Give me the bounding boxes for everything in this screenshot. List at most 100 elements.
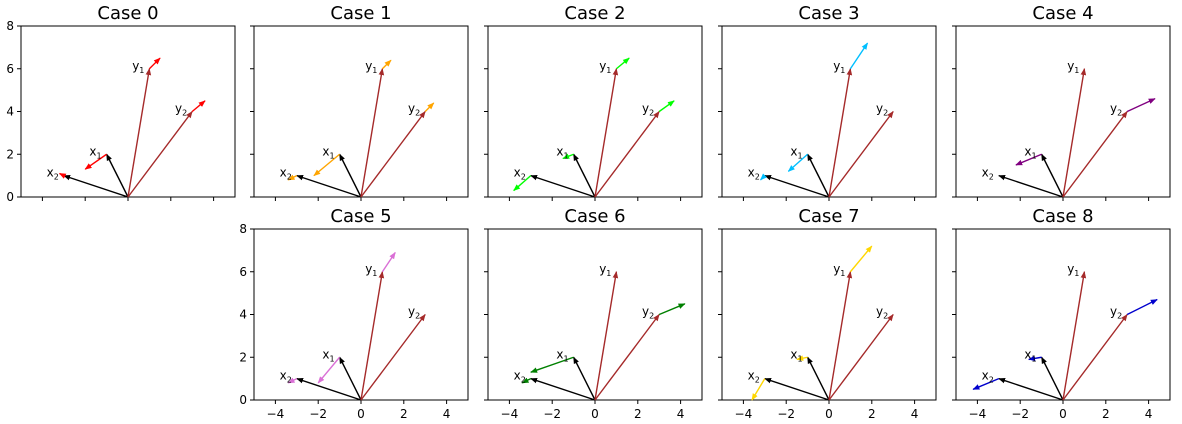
residual-y2	[658, 303, 686, 316]
y-tick-label: 6	[239, 265, 247, 279]
residual-x1	[1015, 153, 1042, 166]
y-tick-label: 4	[6, 105, 14, 119]
vector-x2	[764, 377, 830, 401]
panel-title: Case 5	[330, 206, 391, 227]
panel-case-2: Case 2 x1 x2 y1 y2	[484, 3, 703, 201]
residual-y2	[191, 100, 206, 113]
label-y1: y1	[599, 262, 611, 278]
residual-x2	[513, 175, 532, 192]
residual-y1	[849, 42, 869, 70]
residual-x1	[787, 153, 809, 172]
panel-case-3: Case 3 x1 x2 y1 y2	[718, 3, 937, 201]
label-y1: y1	[1067, 59, 1079, 75]
label-x2: x2	[280, 166, 292, 182]
x-tick-label: −4	[501, 407, 519, 421]
x-tick-label: −2	[1011, 407, 1029, 421]
vector-x2	[530, 174, 596, 198]
vector-y1	[828, 68, 853, 198]
residual-x2	[760, 173, 767, 181]
residual-x1	[317, 356, 341, 384]
vector-y1	[1062, 68, 1087, 198]
residual-x1	[1028, 355, 1042, 362]
vector-x1	[806, 153, 830, 198]
label-x1: x1	[556, 347, 568, 363]
x-tick-label: 4	[1145, 407, 1153, 421]
x-tick-label: −4	[267, 407, 285, 421]
vector-y2	[594, 313, 660, 401]
residual-x2	[287, 377, 298, 384]
label-y1: y1	[599, 59, 611, 75]
residual-x1	[562, 153, 574, 160]
y-tick-label: 6	[6, 62, 14, 76]
panel-case-5: Case 5 −4 −2 0 2 4 0 2 4 6 8 x1 x2 y1 y2	[239, 206, 469, 421]
vector-x1	[105, 153, 129, 198]
vector-y1	[360, 68, 385, 198]
vector-y1	[594, 68, 619, 198]
label-x1: x1	[1024, 347, 1036, 363]
x-tick-label: −2	[777, 407, 795, 421]
vector-y2	[828, 313, 894, 401]
label-x2: x2	[514, 369, 526, 385]
vector-y1	[594, 271, 619, 401]
y-tick-label: 0	[6, 190, 14, 204]
x-tick-label: −4	[969, 407, 987, 421]
y-tick-label: 4	[239, 308, 247, 322]
vector-x2	[998, 377, 1064, 401]
x-tick-label: 2	[868, 407, 876, 421]
y-tick-label: 8	[239, 222, 247, 236]
label-y1: y1	[365, 59, 377, 75]
vector-x2	[296, 377, 362, 401]
label-y2: y2	[408, 102, 420, 118]
panel-title: Case 6	[564, 206, 625, 227]
vector-y2	[127, 110, 193, 198]
x-tick-label: 0	[357, 407, 365, 421]
vector-y1	[828, 271, 853, 401]
vector-x2	[998, 174, 1064, 198]
residual-x1	[313, 153, 341, 177]
panel-title: Case 1	[330, 3, 391, 24]
vector-y2	[360, 313, 426, 401]
label-y2: y2	[1110, 102, 1122, 118]
x-tick-label: 2	[634, 407, 642, 421]
label-x1: x1	[556, 144, 568, 160]
panel-title: Case 2	[564, 3, 625, 24]
residual-x2	[287, 174, 298, 181]
x-tick-label: 4	[443, 407, 451, 421]
panel-title: Case 0	[97, 3, 158, 24]
vector-x1	[338, 153, 362, 198]
vector-y1	[127, 68, 152, 198]
x-tick-label: 0	[825, 407, 833, 421]
label-x1: x1	[790, 347, 802, 363]
label-y2: y2	[175, 102, 187, 118]
y-tick-label: 2	[6, 147, 14, 161]
label-y1: y1	[132, 59, 144, 75]
y-tick-label: 2	[239, 350, 247, 364]
vector-x1	[572, 356, 596, 401]
panel-case-7: Case 7 −4 −2 0 2 4 x1 x2 y1 y2	[718, 206, 937, 421]
vector-x2	[296, 174, 362, 198]
vector-y2	[360, 110, 426, 198]
label-x2: x2	[748, 369, 760, 385]
label-y1: y1	[833, 59, 845, 75]
x-tick-label: −4	[735, 407, 753, 421]
x-tick-label: 4	[911, 407, 919, 421]
panel-title: Case 3	[798, 3, 859, 24]
x-tick-label: 0	[591, 407, 599, 421]
vector-x2	[764, 174, 830, 198]
panel-case-4: Case 4 x1 x2 y1 y2	[952, 3, 1171, 201]
residual-x2	[58, 172, 67, 179]
label-x2: x2	[47, 166, 59, 182]
residual-y2	[658, 100, 675, 113]
label-y2: y2	[1110, 305, 1122, 321]
residual-x1	[530, 356, 574, 373]
vector-y1	[1062, 271, 1087, 401]
x-tick-label: −2	[543, 407, 561, 421]
residual-y1	[148, 57, 161, 70]
vector-x1	[572, 153, 596, 198]
vector-x2	[530, 377, 596, 401]
label-x2: x2	[982, 166, 994, 182]
vector-y2	[828, 110, 894, 198]
x-tick-label: −2	[309, 407, 327, 421]
residual-y1	[381, 251, 396, 273]
label-x1: x1	[1024, 144, 1036, 160]
